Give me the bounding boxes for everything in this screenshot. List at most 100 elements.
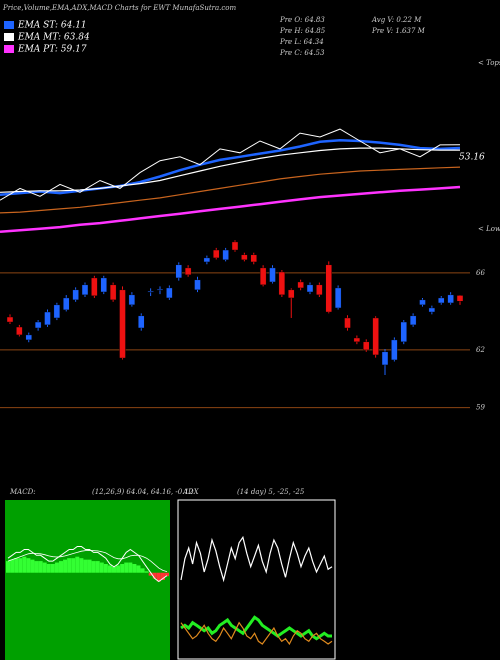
candle-body <box>81 284 89 296</box>
stat-label: Pre V: 1.637 M <box>371 27 426 35</box>
macd-title: MACD: <box>9 488 36 496</box>
macd-bar <box>140 568 145 573</box>
stat-label: Avg V: 0.22 M <box>371 16 422 24</box>
legend-label: EMA ST: 64.11 <box>17 21 87 31</box>
candle-body <box>63 297 70 311</box>
macd-bar <box>50 564 55 573</box>
candle-body <box>456 295 464 302</box>
macd-bar <box>67 558 72 573</box>
ema-line <box>0 147 460 193</box>
macd-bar <box>116 565 121 573</box>
macd-bar <box>22 556 27 573</box>
candle-body <box>128 294 136 306</box>
candle-body <box>34 321 42 329</box>
candle-body <box>297 281 304 289</box>
macd-bar <box>99 562 104 573</box>
macd-bar <box>165 572 169 577</box>
candle-body <box>447 294 454 304</box>
candle-body <box>203 257 211 263</box>
candle-body <box>138 315 145 329</box>
adx-line <box>180 535 333 583</box>
adx-line <box>180 621 333 646</box>
ema-annotation: 53.16 <box>459 153 485 163</box>
candle-body <box>194 279 201 291</box>
macd-bar <box>83 559 88 573</box>
candle-body <box>269 267 276 283</box>
legend-swatch <box>4 33 14 41</box>
candle-body <box>156 289 164 291</box>
candle-body <box>241 254 248 261</box>
macd-bar <box>87 559 92 573</box>
candle-body <box>184 267 192 276</box>
macd-bar <box>107 565 112 573</box>
candle-body <box>100 277 107 293</box>
candle-body <box>53 304 61 319</box>
candle-body <box>409 315 417 326</box>
candle-body <box>250 254 257 263</box>
macd-bar <box>26 558 31 573</box>
page-title: Price,Volume,EMA,ADX,MACD Charts for EWT… <box>2 4 237 12</box>
macd-line <box>7 546 168 583</box>
macd-bar <box>46 564 51 573</box>
y-tick-label: 62 <box>476 346 485 354</box>
legend-swatch <box>4 21 14 29</box>
adx-params: (14 day) 5, -25, -25 <box>237 488 305 496</box>
macd-bar <box>152 572 157 579</box>
candle-body <box>381 351 389 366</box>
candle-body <box>16 326 23 336</box>
ema-line <box>0 185 461 234</box>
macd-bar <box>160 572 165 580</box>
candle-body <box>391 339 398 361</box>
macd-bar <box>136 565 141 573</box>
macd-bar <box>112 566 116 573</box>
legend-label: EMA MT: 63.84 <box>17 33 90 43</box>
stat-label: Pre H: 64.85 <box>279 27 326 35</box>
macd-bar <box>6 561 10 573</box>
y-tick-label: 66 <box>476 269 485 277</box>
candle-body <box>213 249 220 259</box>
macd-bar <box>10 559 15 573</box>
candle-body <box>288 289 295 299</box>
candle-body <box>222 249 229 261</box>
candle-body <box>109 284 117 301</box>
candle-body <box>175 264 182 279</box>
macd-bar <box>95 561 100 573</box>
candle-body <box>166 287 173 299</box>
stat-label: Pre O: 64.83 <box>279 16 325 24</box>
macd-bar <box>34 561 39 573</box>
candle-body <box>91 277 98 297</box>
candle-body <box>231 241 239 251</box>
macd-bar <box>30 559 35 573</box>
y-tick-label: 59 <box>476 404 485 412</box>
macd-bar <box>71 558 76 573</box>
candle-body <box>72 289 79 301</box>
lows-label: < Lows <box>478 225 500 233</box>
macd-bar <box>132 564 137 573</box>
macd-params: (12,26,9) 64.04, 64.16, -0.12 <box>92 488 194 496</box>
macd-bar <box>59 561 63 573</box>
macd-bar <box>144 571 149 573</box>
tops-label: < Tops <box>478 59 500 67</box>
candle-body <box>419 299 426 306</box>
macd-bar <box>14 558 19 573</box>
candle-body <box>6 316 14 323</box>
candle-body <box>25 334 32 341</box>
macd-bar <box>103 564 108 573</box>
legend-swatch <box>4 45 14 53</box>
candle-body <box>428 307 436 313</box>
macd-bar <box>63 559 68 573</box>
candle-body <box>147 291 154 293</box>
macd-bar <box>148 572 153 576</box>
legend-label: EMA PT: 59.17 <box>17 45 87 55</box>
candle-body <box>259 267 267 286</box>
stat-label: Pre C: 64.53 <box>279 49 325 57</box>
adx-title: ADX <box>182 488 200 496</box>
macd-bar <box>18 558 23 573</box>
candle-body <box>44 311 51 326</box>
macd-panel <box>5 500 170 660</box>
candle-body <box>344 317 351 329</box>
candle-body <box>363 341 370 351</box>
macd-bar <box>124 562 129 573</box>
